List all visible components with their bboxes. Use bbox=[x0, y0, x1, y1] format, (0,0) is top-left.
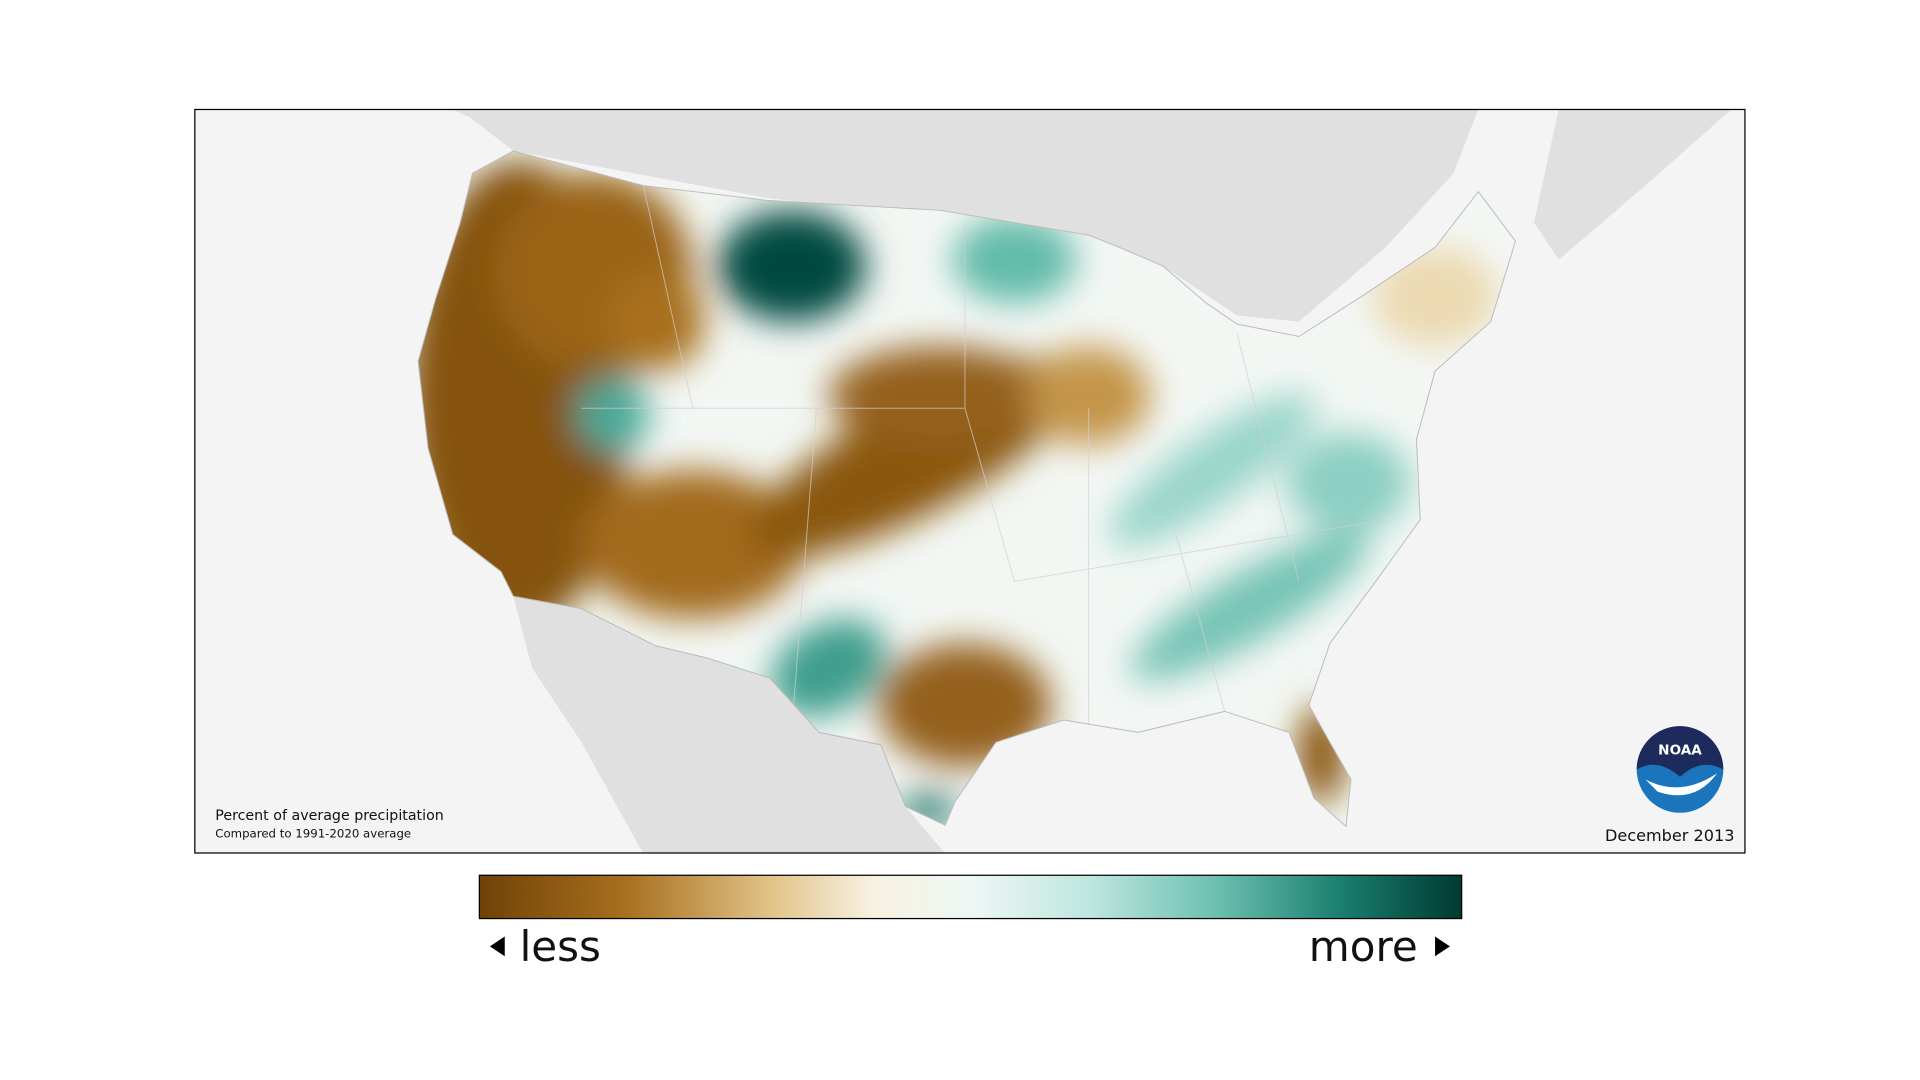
date: December 2013 bbox=[1605, 826, 1734, 845]
color-ramp bbox=[478, 874, 1463, 920]
canada-east bbox=[1534, 108, 1732, 260]
caption-title: Percent of average precipitation bbox=[215, 808, 444, 824]
map-frame bbox=[194, 108, 1746, 854]
left-arrow bbox=[489, 936, 505, 957]
right-arrow bbox=[1435, 936, 1450, 957]
map: Percent of average precipitation Compare… bbox=[194, 108, 1746, 854]
logo-text: NOAA bbox=[1658, 743, 1702, 759]
noaa-logo: NOAA bbox=[1636, 726, 1724, 813]
legend-low: less bbox=[520, 922, 601, 971]
mexico bbox=[513, 596, 946, 854]
caption-subtitle: Compared to 1991-2020 average bbox=[215, 827, 411, 841]
legend-high: more bbox=[1309, 922, 1418, 971]
legend: less more bbox=[478, 874, 1463, 971]
